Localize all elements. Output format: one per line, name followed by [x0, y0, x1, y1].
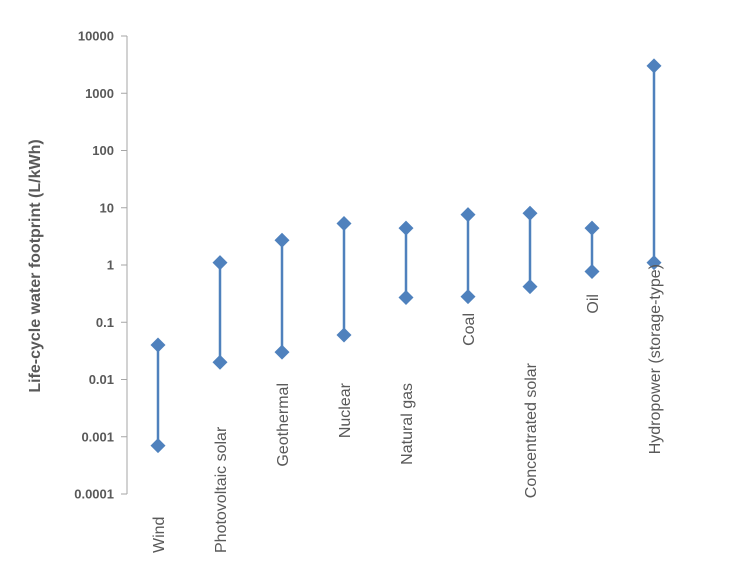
- category-label: Hydropower (storage-type): [647, 264, 664, 454]
- y-tick-label: 1: [107, 258, 114, 273]
- low-marker: [646, 255, 662, 271]
- low-marker: [460, 289, 476, 305]
- low-marker: [212, 354, 228, 370]
- high-marker: [646, 58, 662, 74]
- y-tick-label: 0.0001: [74, 487, 114, 502]
- labels: 0.0001 0.001 0.01 0.1 1 10 100 1000 10000 Wind Pho…: [74, 29, 664, 554]
- y-tick-label: 1000: [85, 86, 114, 101]
- category-label: Concentrated solar: [523, 362, 540, 498]
- low-marker: [522, 279, 538, 295]
- y-tick-label: 0.1: [96, 315, 114, 330]
- category-label: Coal: [461, 313, 478, 346]
- high-marker: [460, 207, 476, 223]
- low-marker: [584, 263, 600, 279]
- low-marker: [150, 438, 166, 454]
- category-label: Nuclear: [337, 382, 354, 438]
- high-marker: [336, 216, 352, 232]
- y-tick-label: 10000: [78, 29, 114, 44]
- high-marker: [584, 220, 600, 236]
- data-marks: [150, 58, 662, 454]
- y-tick-label: 0.001: [81, 429, 114, 444]
- category-label: Geothermal: [275, 383, 292, 467]
- high-marker: [522, 205, 538, 221]
- category-label: Natural gas: [399, 383, 416, 465]
- category-label: Wind: [151, 517, 168, 553]
- y-tick-label: 100: [92, 143, 114, 158]
- y-axis-title: Life-cycle water footprint (L/kWh): [27, 139, 44, 392]
- low-marker: [274, 344, 290, 360]
- high-marker: [274, 232, 290, 248]
- axes: [121, 35, 128, 495]
- category-label: Oil: [585, 294, 602, 314]
- low-marker: [398, 290, 414, 306]
- y-tick-label: 0.01: [89, 372, 114, 387]
- high-marker: [150, 337, 166, 353]
- high-marker: [398, 220, 414, 236]
- category-label: Photovoltaic solar: [213, 426, 230, 553]
- low-marker: [336, 327, 352, 343]
- y-tick-label: 10: [100, 200, 114, 215]
- high-marker: [212, 255, 228, 271]
